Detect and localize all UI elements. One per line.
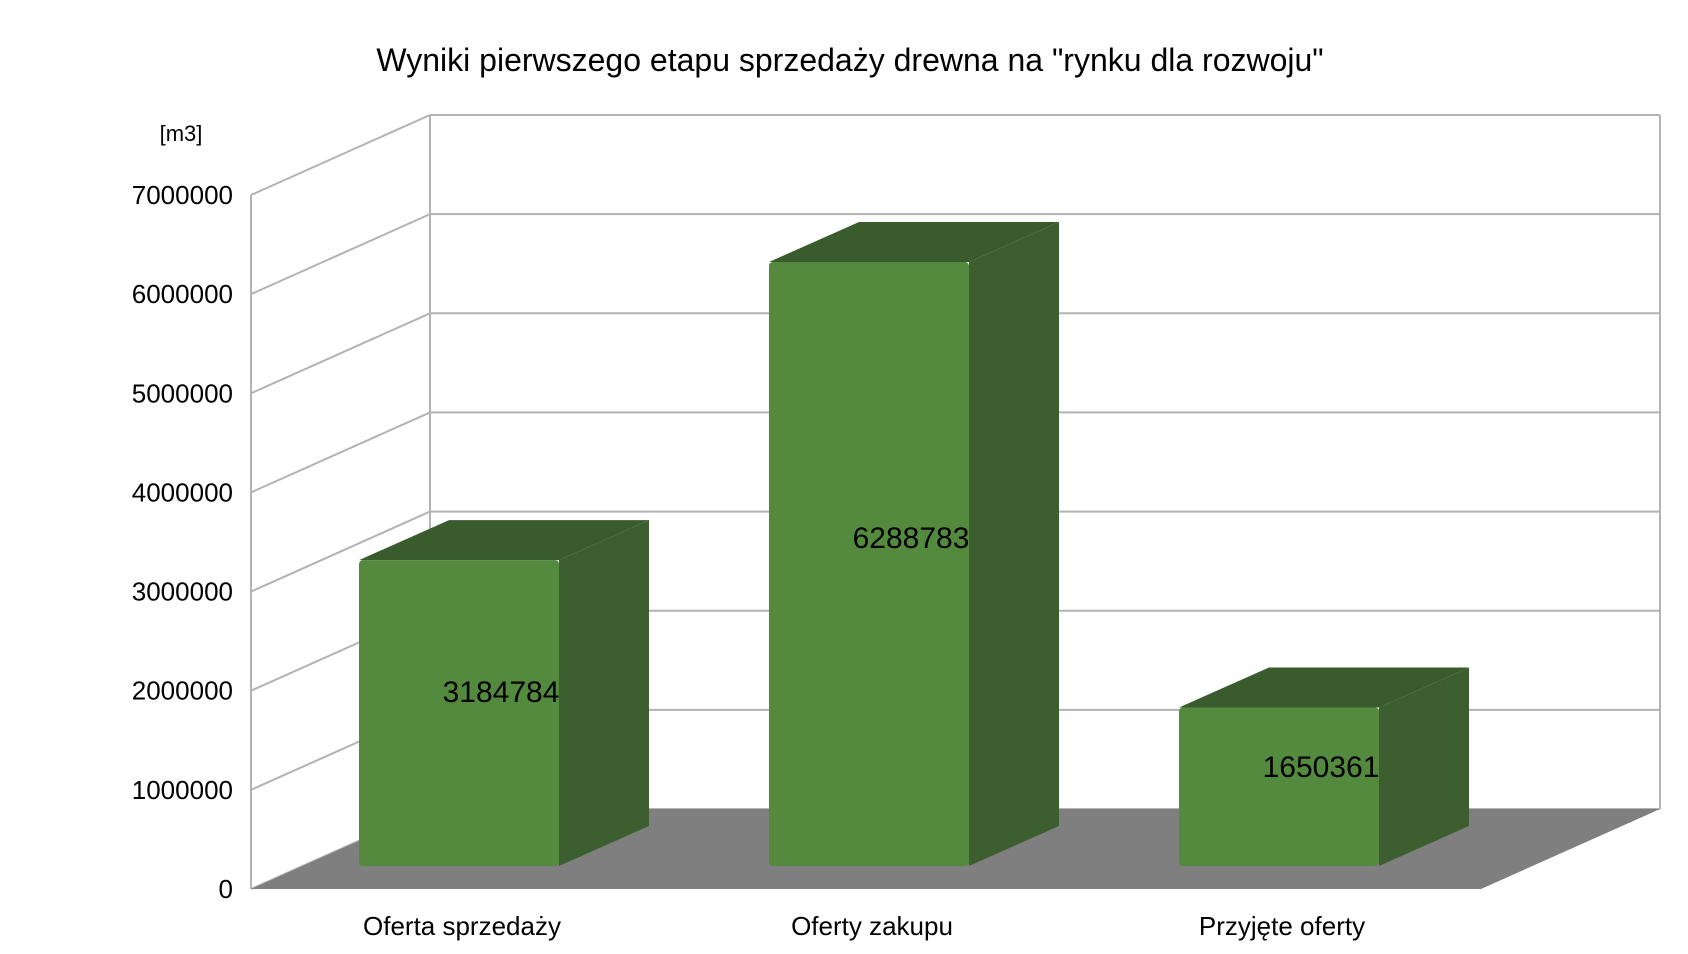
chart-title: Wyniki pierwszego etapu sprzedaży drewna… <box>376 42 1323 78</box>
y-tick-label: 0 <box>219 874 233 904</box>
y-tick-label: 4000000 <box>132 477 233 507</box>
bar-top-face <box>769 222 1059 262</box>
bar-top-face <box>1179 667 1469 708</box>
gridline-side-3 <box>250 510 431 593</box>
gridline-side-5 <box>250 312 431 395</box>
bar-front-face <box>1179 707 1379 866</box>
y-tick-label: 5000000 <box>132 378 233 408</box>
gridline-side-4 <box>250 411 431 494</box>
x-tick-label: Oferta sprzedaży <box>363 911 561 941</box>
bar-front-face <box>359 560 559 866</box>
y-tick-labels: 0 1000000 2000000 3000000 4000000 5000000 6000… <box>132 180 233 904</box>
bar-front-face <box>769 262 969 866</box>
data-label: 6288783 <box>853 522 970 555</box>
bar-side-face <box>559 520 649 866</box>
y-tick-label: 7000000 <box>132 180 233 210</box>
bars: 3184784 6288783 1650361 <box>359 222 1469 866</box>
gridline-side-7 <box>250 114 431 196</box>
y-tick-label: 1000000 <box>132 775 233 805</box>
x-tick-labels: Oferta sprzedaży Oferty zakupu Przyjęte of… <box>363 911 1365 941</box>
y-tick-label: 6000000 <box>132 279 233 309</box>
bar-top-face <box>359 520 649 561</box>
data-label: 1650361 <box>1263 751 1380 784</box>
y-axis-label: [m3] <box>160 121 203 146</box>
x-tick-label: Oferty zakupu <box>791 911 953 941</box>
bar: 6288783 <box>769 222 1059 866</box>
x-tick-label: Przyjęte oferty <box>1199 911 1365 941</box>
data-label: 3184784 <box>443 676 560 709</box>
bar-side-face <box>1379 667 1469 866</box>
bar: 1650361 <box>1179 667 1469 866</box>
bar: 3184784 <box>359 520 649 866</box>
y-tick-label: 2000000 <box>132 676 233 706</box>
bar-side-face <box>969 222 1059 866</box>
y-tick-label: 3000000 <box>132 577 233 607</box>
gridline-side-6 <box>250 213 431 296</box>
